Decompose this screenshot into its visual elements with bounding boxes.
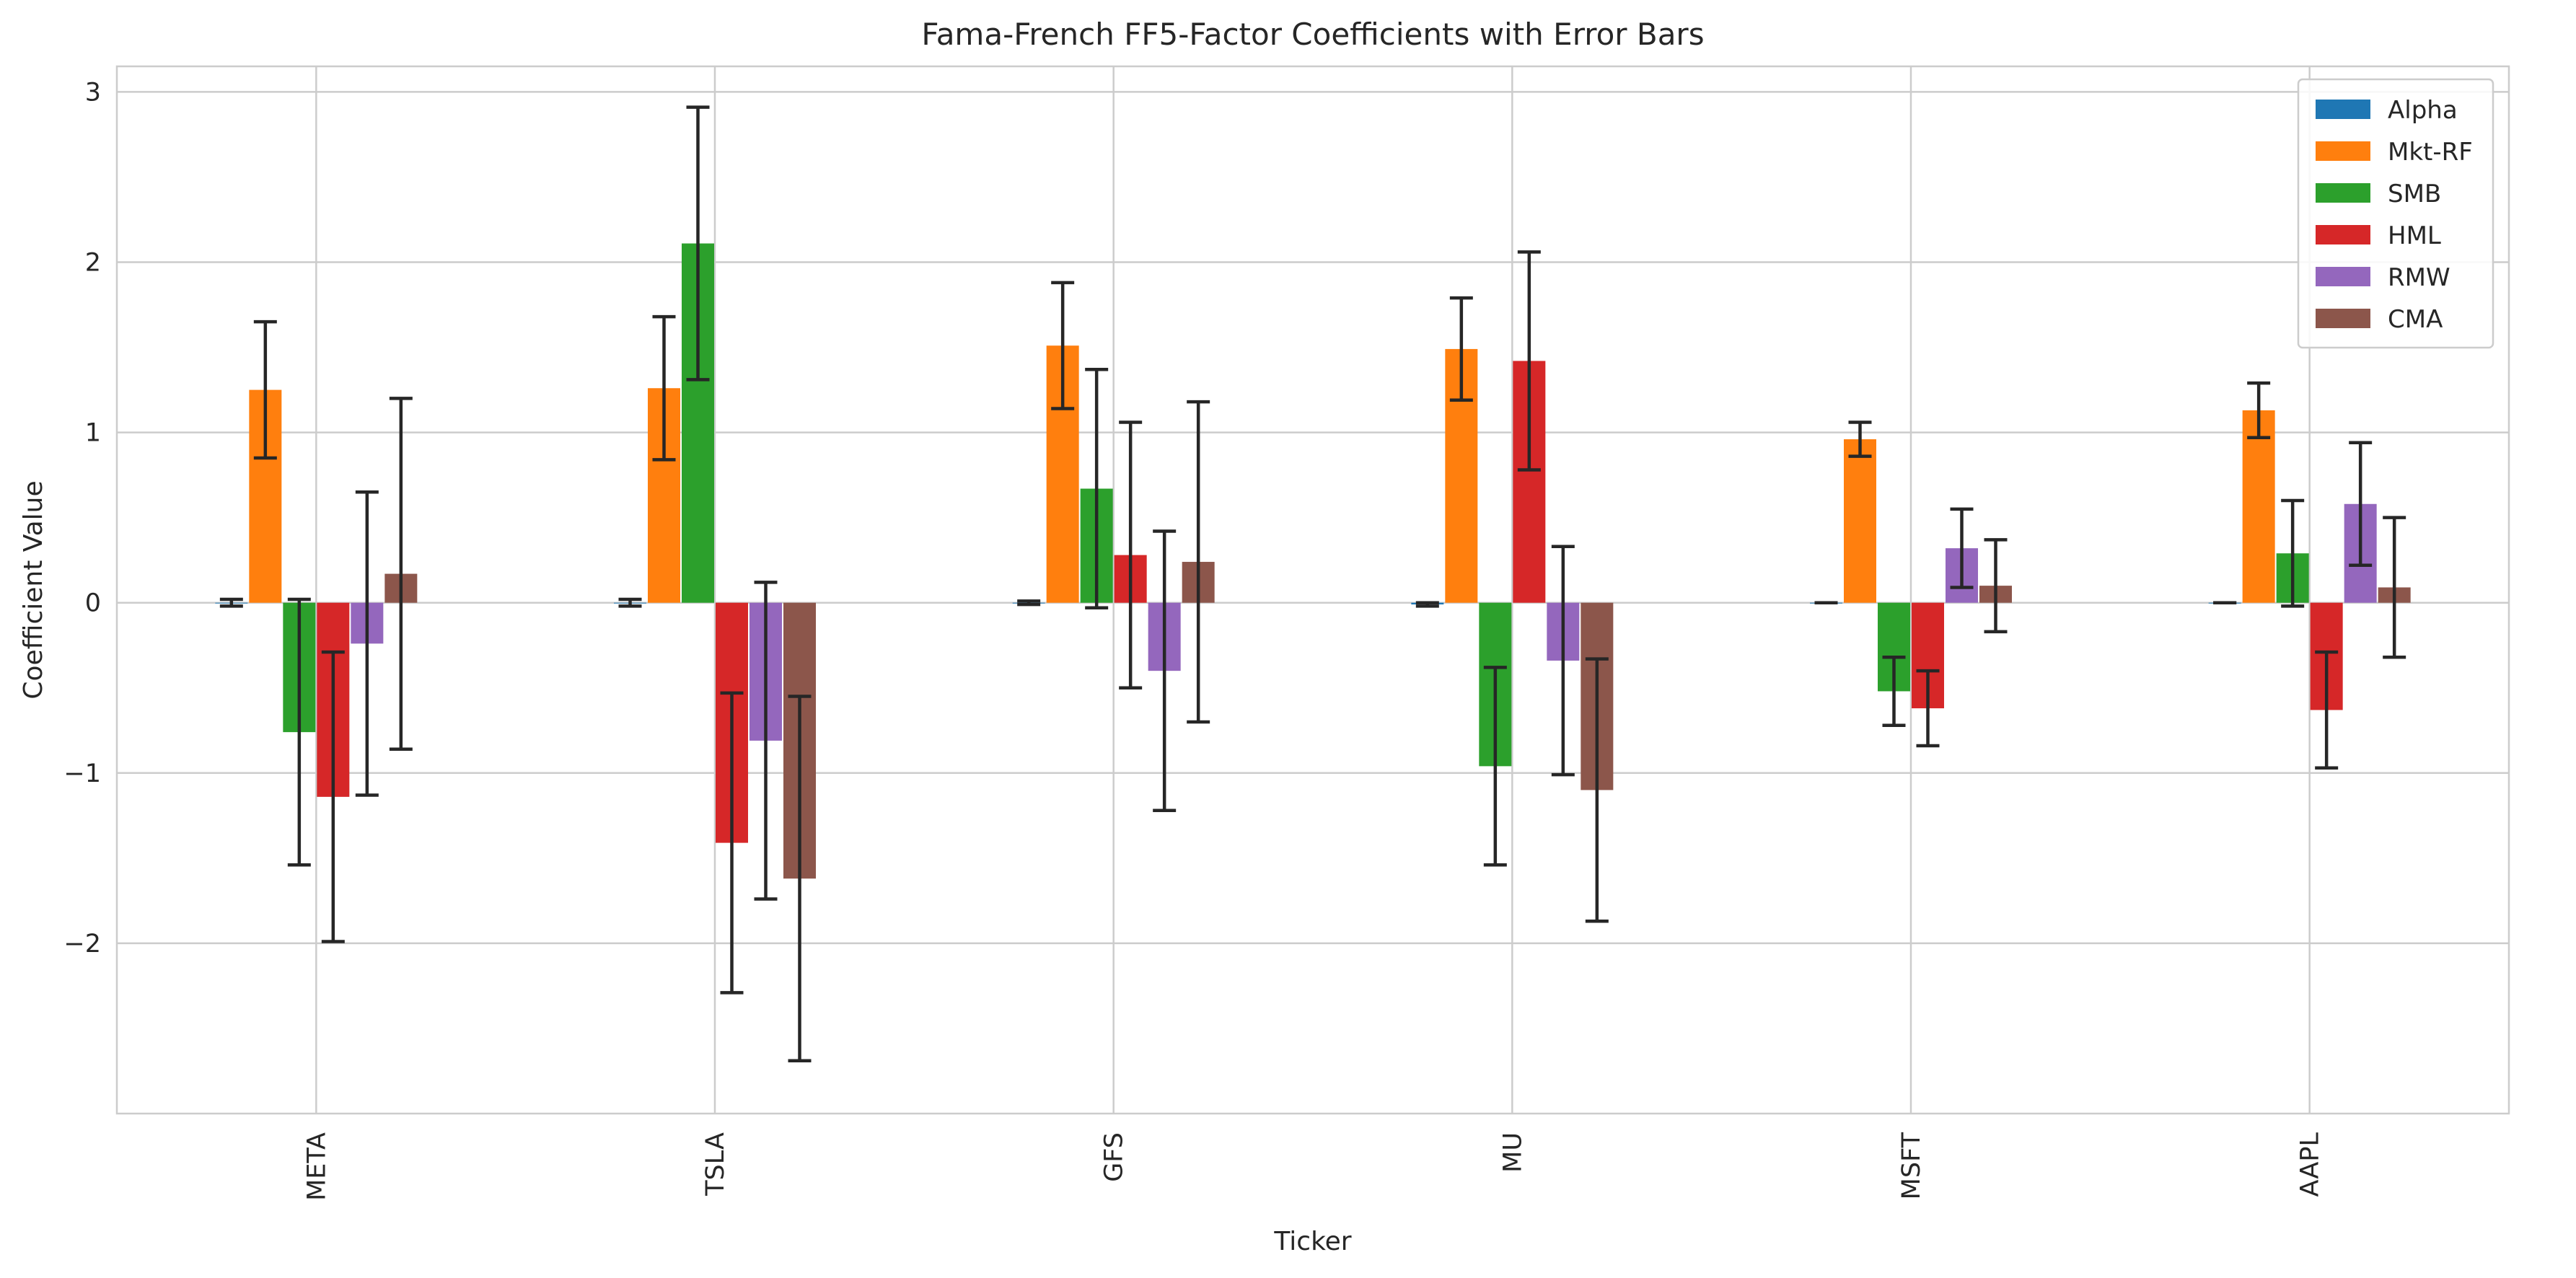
legend-label: Alpha — [2388, 96, 2458, 125]
legend-label: CMA — [2388, 305, 2443, 334]
bar-mkt-rf-aapl — [2242, 410, 2275, 603]
legend-swatch — [2316, 225, 2370, 244]
error-bar — [1415, 601, 1439, 608]
y-tick-label: 0 — [85, 589, 101, 618]
y-axis-label: Coefficient Value — [19, 480, 48, 699]
x-tick-label: AAPL — [2296, 1132, 2325, 1197]
error-bar — [1017, 599, 1041, 607]
error-bar — [720, 691, 744, 995]
error-bar — [618, 597, 642, 608]
chart-title: Fama-French FF5-Factor Coefficients with… — [921, 17, 1704, 52]
y-tick-label: 2 — [85, 249, 101, 278]
plot-frame — [115, 65, 2510, 1115]
error-bar — [788, 695, 812, 1063]
error-bar — [1051, 281, 1075, 410]
y-tick-label: 1 — [85, 419, 101, 448]
error-bar — [219, 597, 243, 608]
y-tick-label: −1 — [63, 759, 101, 788]
error-bar — [1187, 400, 1210, 724]
error-bar — [1085, 368, 1109, 610]
error-bar — [1882, 656, 1906, 727]
error-bar — [652, 314, 676, 462]
x-tick-label: META — [302, 1132, 331, 1201]
legend-label: Mkt-RF — [2388, 138, 2473, 167]
legend-swatch — [2316, 100, 2370, 119]
legend-swatch — [2316, 309, 2370, 328]
x-tick-label: MU — [1498, 1132, 1527, 1173]
y-tick-label: 3 — [85, 78, 101, 107]
error-bar — [1449, 296, 1473, 402]
error-bar — [754, 581, 778, 901]
error-bar — [2349, 441, 2373, 568]
x-axis-label: Ticker — [1273, 1227, 1351, 1256]
legend-label: SMB — [2388, 180, 2441, 208]
error-bar — [287, 597, 311, 867]
error-bar — [2315, 650, 2339, 770]
error-bar — [321, 650, 345, 943]
x-tick-label: GFS — [1100, 1132, 1129, 1182]
bar-mkt-rf-msft — [1844, 439, 1876, 603]
x-tick-label: TSLA — [701, 1132, 730, 1197]
error-bar — [1585, 657, 1609, 923]
error-bar — [1950, 507, 1974, 589]
legend-swatch — [2316, 141, 2370, 161]
legend-swatch — [2316, 183, 2370, 203]
error-bars — [219, 105, 2406, 1063]
error-bar — [355, 490, 379, 797]
legend-label: HML — [2388, 221, 2441, 250]
error-bar — [2281, 498, 2305, 608]
y-tick-label: −2 — [63, 930, 101, 958]
error-bar — [1984, 538, 2008, 634]
legend: Alpha Mkt-RF SMB HML RMW CMA — [2297, 78, 2494, 349]
error-bar — [1517, 250, 1541, 472]
error-bar — [1483, 666, 1507, 867]
legend-label: RMW — [2388, 263, 2450, 292]
error-bar — [2247, 381, 2271, 439]
error-bar — [2383, 516, 2406, 659]
x-tick-label: MSFT — [1897, 1132, 1926, 1199]
error-bar — [686, 105, 710, 382]
error-bar — [1153, 529, 1177, 812]
tick-labels: −2 −1 0 1 2 3 META TSLA GFS MU MSFT AAPL — [63, 78, 2324, 1201]
legend-swatch — [2316, 267, 2370, 286]
error-bar — [253, 320, 277, 460]
error-bar — [1848, 420, 1872, 458]
error-bar — [1916, 669, 1940, 748]
error-bar — [1551, 545, 1575, 777]
error-bar — [1119, 420, 1143, 690]
error-bar — [389, 397, 413, 752]
